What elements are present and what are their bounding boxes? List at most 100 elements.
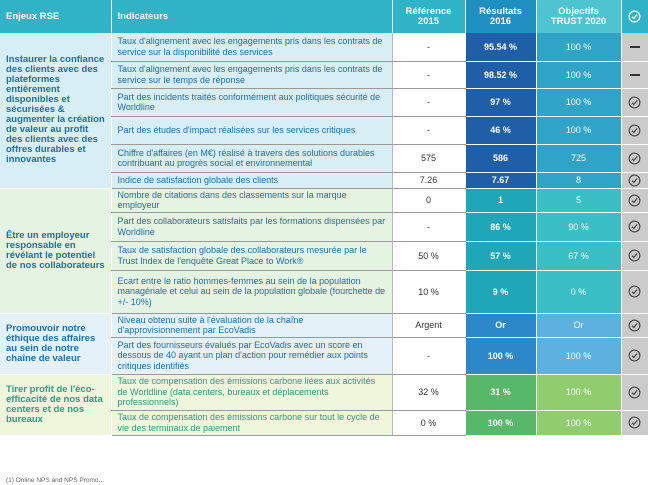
check-circle-icon xyxy=(628,220,641,233)
resultat-cell: 46 % xyxy=(464,116,536,145)
resultat-cell: 86 % xyxy=(464,212,536,242)
objectif-cell: 100 % xyxy=(535,61,621,89)
objectif-cell: 67 % xyxy=(535,241,621,271)
check-circle-icon xyxy=(628,349,641,362)
reference-cell: 10 % xyxy=(391,270,465,314)
indicateur-cell: Taux d'alignement avec les engagements p… xyxy=(110,33,392,62)
reference-cell: - xyxy=(391,212,465,242)
dash-icon xyxy=(629,74,640,77)
status-cell xyxy=(620,337,648,375)
header-objectifs: Objectifs TRUST 2020 xyxy=(536,0,622,33)
status-cell xyxy=(620,212,648,242)
table-row: Part des incidents traités conformément … xyxy=(0,88,648,117)
header-indicateurs: Indicateurs xyxy=(111,0,393,33)
objectif-cell: 8 xyxy=(535,172,621,189)
status-cell xyxy=(620,33,648,62)
indicateur-cell: Part des collaborateurs satisfaits par l… xyxy=(110,212,392,242)
check-circle-icon xyxy=(628,319,641,331)
reference-cell: 32 % xyxy=(391,374,465,411)
objectif-cell: 725 xyxy=(535,144,621,173)
resultat-cell: 97 % xyxy=(464,88,536,117)
enjeu-cell: Être un employeur responsable en révélan… xyxy=(0,188,111,314)
header-check xyxy=(621,0,648,33)
check-circle-icon xyxy=(628,416,641,429)
header-resultats-l1: Résultats xyxy=(479,5,522,17)
header-reference: Référence 2015 xyxy=(392,0,466,33)
status-cell xyxy=(620,374,648,411)
table-row: Part des études d'impact réalisées sur l… xyxy=(0,116,648,145)
objectif-cell: 100 % xyxy=(535,33,621,62)
status-cell xyxy=(620,144,648,173)
table-row: Taux de compensation des émissions carbo… xyxy=(0,410,648,436)
check-circle-icon xyxy=(628,96,641,108)
indicateur-cell: Taux de satisfaction globale des collabo… xyxy=(110,241,392,271)
reference-cell: - xyxy=(391,116,465,145)
reference-cell: - xyxy=(391,61,465,89)
objectif-cell: 100 % xyxy=(535,116,621,145)
check-circle-icon xyxy=(628,10,641,23)
indicateur-cell: Nombre de citations dans des classements… xyxy=(110,188,392,213)
indicateur-cell: Taux d'alignement avec les engagements p… xyxy=(110,61,392,89)
reference-cell: Argent xyxy=(391,313,465,338)
resultat-cell: 100 % xyxy=(464,410,536,436)
resultat-cell: Or xyxy=(464,313,536,338)
objectif-cell: 100 % xyxy=(535,410,621,436)
indicateur-cell: Niveau obtenu suite à l'évaluation de la… xyxy=(110,313,392,338)
dash-icon xyxy=(629,46,640,49)
reference-cell: 7.26 xyxy=(391,172,465,189)
header-reference-l2: 2015 xyxy=(417,15,440,27)
table-row: Ecart entre le ratio hommes-femmes au se… xyxy=(0,270,648,314)
indicateur-cell: Ecart entre le ratio hommes-femmes au se… xyxy=(110,270,392,314)
header-reference-l1: Référence xyxy=(405,5,452,17)
check-circle-icon xyxy=(628,124,641,136)
objectif-cell: 100 % xyxy=(535,374,621,411)
table-row: Chiffre d'affaires (en M€) réalisé à tra… xyxy=(0,144,648,173)
enjeu-cell: Promouvoir notre éthique des affaires au… xyxy=(0,313,111,375)
header-resultats: Résultats 2016 xyxy=(465,0,537,33)
status-cell xyxy=(620,61,648,89)
reference-cell: - xyxy=(391,337,465,375)
objectif-cell: 100 % xyxy=(535,337,621,375)
indicateur-cell: Taux de compensation des émissions carbo… xyxy=(110,374,392,411)
header-enjeux: Enjeux RSE xyxy=(0,0,112,33)
check-circle-icon xyxy=(628,386,641,398)
check-circle-icon xyxy=(628,152,641,164)
table-row: Instaurer la confiance des clients avec … xyxy=(0,33,648,189)
indicateur-cell: Part des études d'impact réalisées sur l… xyxy=(110,116,392,145)
indicateur-cell: Taux de compensation des émissions carbo… xyxy=(110,410,392,436)
header-row: Enjeux RSE Indicateurs Référence 2015 Rés… xyxy=(0,0,648,33)
table-row: Indice de satisfaction globale des clien… xyxy=(0,172,648,189)
objectif-cell: 0 % xyxy=(535,270,621,314)
resultat-cell: 9 % xyxy=(464,270,536,314)
reference-cell: 50 % xyxy=(391,241,465,271)
indicateur-cell: Chiffre d'affaires (en M€) réalisé à tra… xyxy=(110,144,392,173)
table-row: Être un employeur responsable en révélan… xyxy=(0,188,648,314)
reference-cell: - xyxy=(391,88,465,117)
status-cell xyxy=(620,116,648,145)
footnote: (1) Online NPS and NPS Promo... xyxy=(6,477,104,484)
check-circle-icon xyxy=(628,174,641,186)
resultat-cell: 31 % xyxy=(464,374,536,411)
status-cell xyxy=(620,188,648,213)
resultat-cell: 57 % xyxy=(464,241,536,271)
status-cell xyxy=(620,410,648,436)
check-circle-icon xyxy=(628,194,641,206)
table-row: Promouvoir notre éthique des affaires au… xyxy=(0,313,648,375)
indicateur-cell: Indice de satisfaction globale des clien… xyxy=(110,172,392,189)
objectif-cell: 100 % xyxy=(535,88,621,117)
table-row: Taux d'alignement avec les engagements p… xyxy=(0,61,648,89)
table-row: Part des fournisseurs évalués par EcoVad… xyxy=(0,337,648,375)
resultat-cell: 1 xyxy=(464,188,536,213)
status-cell xyxy=(620,172,648,189)
resultat-cell: 586 xyxy=(464,144,536,173)
status-cell xyxy=(620,270,648,314)
objectif-cell: 90 % xyxy=(535,212,621,242)
resultat-cell: 98.52 % xyxy=(464,61,536,89)
resultat-cell: 7.67 xyxy=(464,172,536,189)
status-cell xyxy=(620,241,648,271)
header-objectifs-l2: TRUST 2020 xyxy=(550,15,607,27)
indicateur-cell: Part des fournisseurs évalués par EcoVad… xyxy=(110,337,392,375)
enjeu-cell: Tirer profit de l'éco-efficacité de nos … xyxy=(0,374,111,436)
resultat-cell: 95.54 % xyxy=(464,33,536,62)
check-circle-icon xyxy=(628,249,641,262)
